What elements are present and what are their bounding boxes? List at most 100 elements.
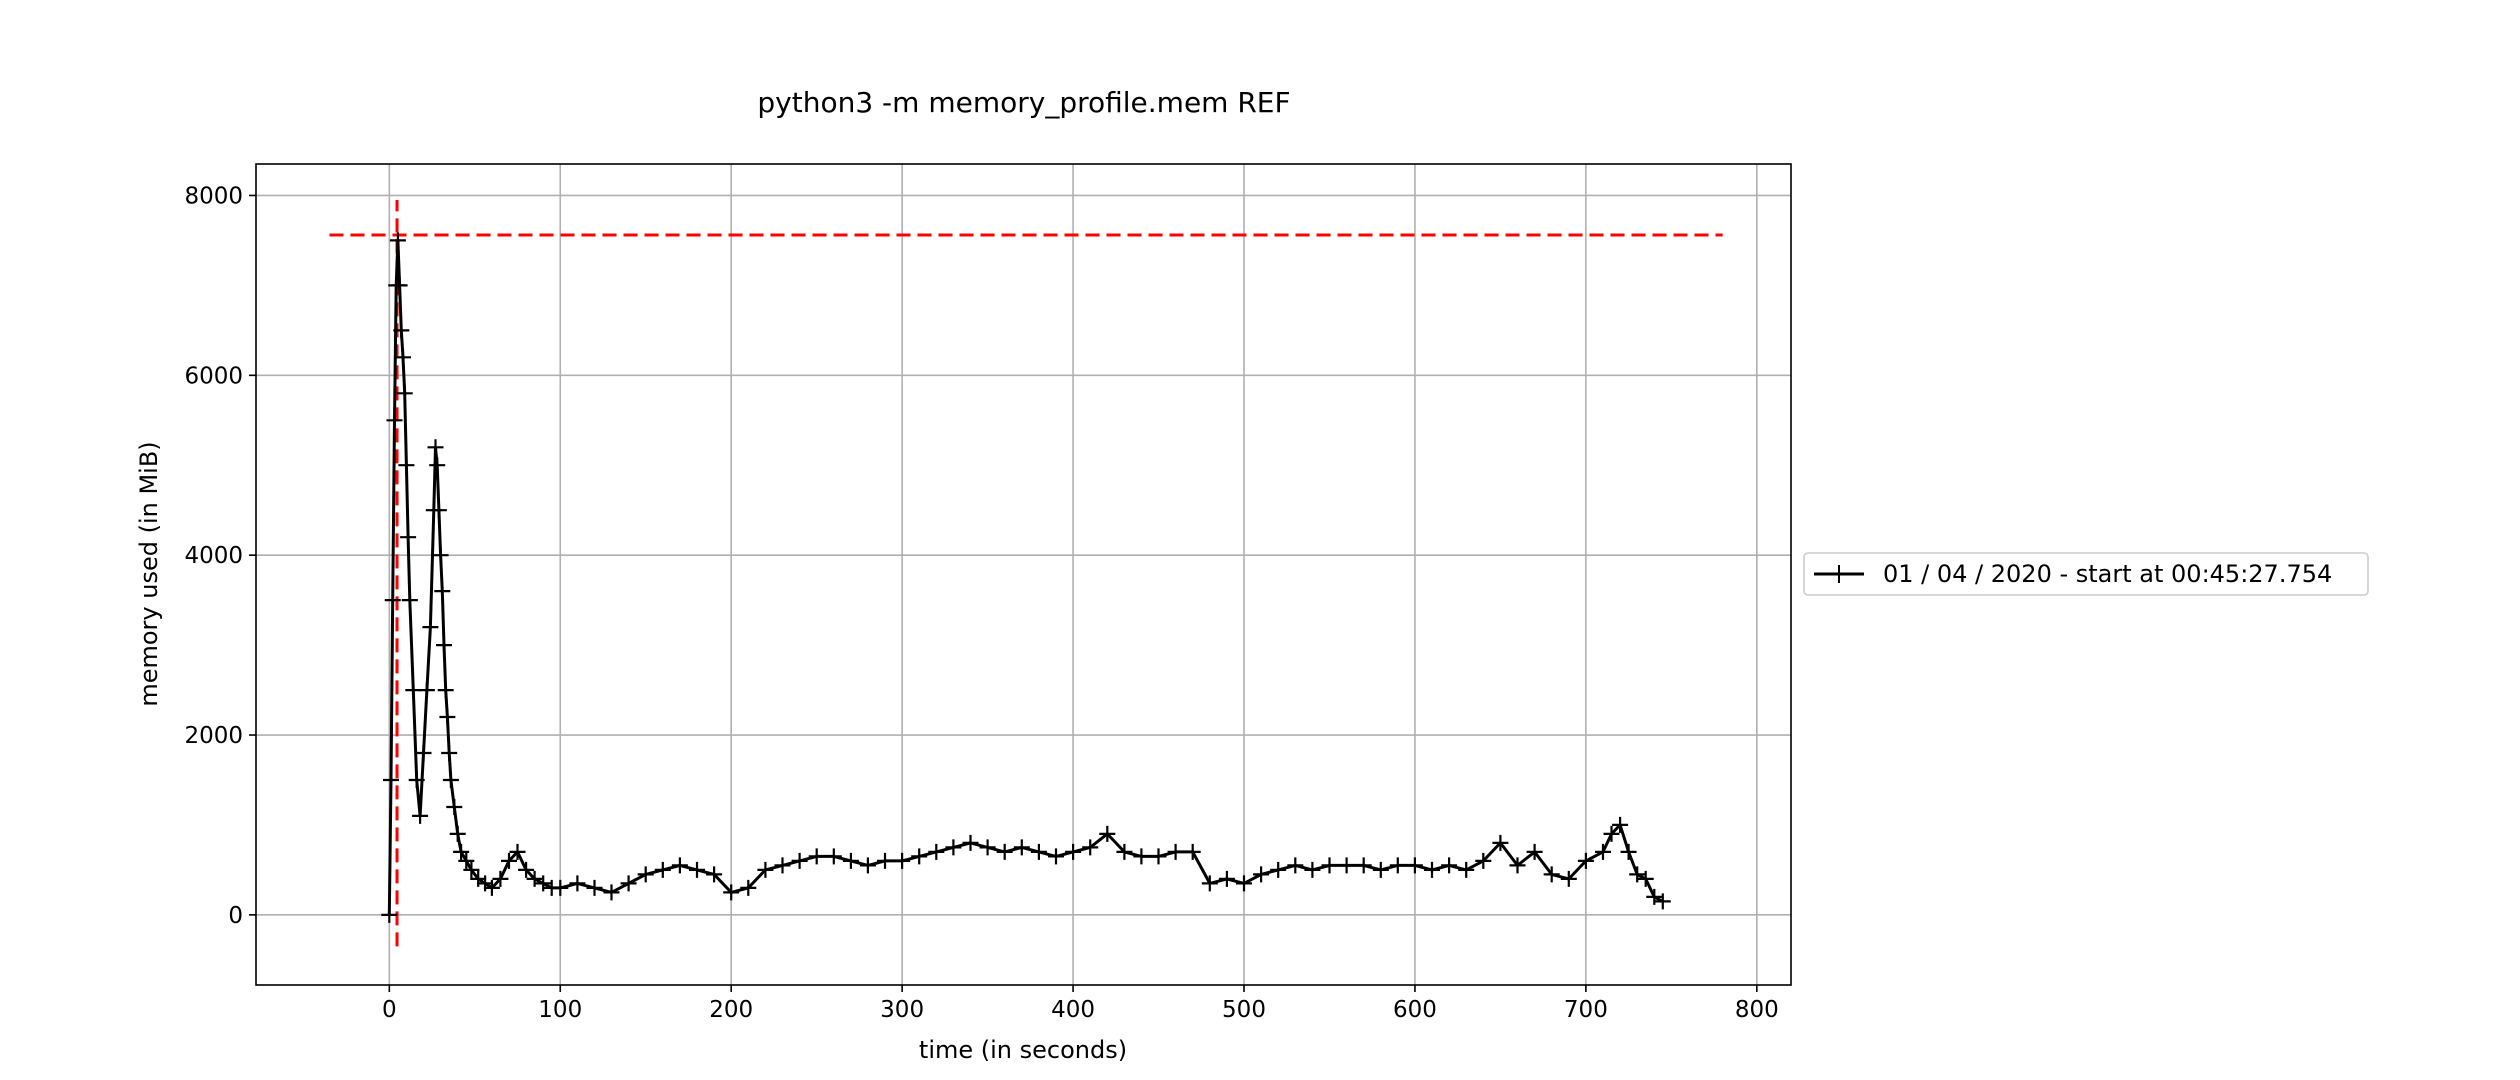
- data-point-marker: [945, 839, 962, 856]
- y-axis-ticks: 0 2000 4000 6000 8000: [184, 183, 256, 929]
- data-point-marker: [526, 870, 543, 887]
- data-point-marker: [458, 852, 475, 869]
- data-point-marker: [391, 277, 408, 294]
- data-point-marker: [384, 592, 401, 609]
- data-point-marker: [552, 879, 569, 896]
- data-point-marker: [706, 866, 723, 883]
- data-point-marker: [1099, 825, 1116, 842]
- data-point-marker: [446, 799, 463, 815]
- data-point-marker: [740, 879, 757, 896]
- data-point-marker: [791, 852, 808, 869]
- x-tick-label: 100: [538, 997, 582, 1023]
- data-point-marker: [825, 848, 842, 865]
- data-point-marker: [1620, 843, 1637, 860]
- data-point-marker: [1321, 857, 1338, 874]
- data-point-marker: [449, 825, 466, 842]
- data-point-marker: [962, 834, 979, 851]
- data-point-marker: [1475, 852, 1492, 869]
- data-point-marker: [1543, 866, 1560, 883]
- data-point-marker: [1560, 870, 1577, 887]
- data-point-marker: [1013, 839, 1030, 856]
- data-point-marker: [1270, 861, 1287, 878]
- y-tick-label: 6000: [184, 363, 243, 389]
- data-point-marker: [1577, 852, 1594, 869]
- data-point-marker: [383, 772, 399, 788]
- x-tick-label: 600: [1393, 997, 1437, 1023]
- x-tick-label: 700: [1564, 997, 1608, 1023]
- data-point-marker: [429, 457, 446, 474]
- data-point-marker: [671, 857, 688, 874]
- legend-plus-marker-icon: [1830, 565, 1848, 583]
- data-point-marker: [637, 866, 654, 883]
- data-point-marker: [1612, 816, 1629, 833]
- plot-area: [255, 163, 1792, 986]
- data-point-marker: [1048, 848, 1064, 865]
- data-point-marker: [386, 412, 403, 429]
- data-point-marker: [432, 547, 449, 564]
- data-point-marker: [396, 385, 413, 402]
- data-point-marker: [492, 870, 509, 887]
- data-point-marker: [911, 848, 928, 865]
- data-point-marker: [1082, 839, 1099, 856]
- data-point-marker: [996, 843, 1013, 860]
- data-point-marker: [1355, 857, 1372, 874]
- data-point-marker: [1654, 893, 1671, 910]
- data-point-marker: [654, 861, 671, 878]
- y-tick-label: 8000: [184, 183, 243, 209]
- data-point-marker: [422, 619, 439, 636]
- data-point-marker: [434, 583, 451, 600]
- data-point-marker: [398, 457, 415, 474]
- data-point-marker: [1236, 875, 1252, 892]
- data-point-marker: [1167, 843, 1184, 860]
- data-point-marker: [518, 861, 535, 878]
- x-axis-title: time (in seconds): [919, 1036, 1127, 1064]
- data-point-marker: [1287, 857, 1304, 874]
- data-point-marker: [393, 322, 410, 339]
- data-point-marker: [774, 857, 791, 874]
- data-point-marker: [894, 852, 911, 869]
- data-point-marker: [689, 861, 705, 878]
- data-point-marker: [1184, 843, 1201, 860]
- data-point-marker: [430, 502, 447, 519]
- data-point-marker: [509, 843, 526, 860]
- x-tick-label: 0: [382, 997, 397, 1023]
- data-point-marker: [1201, 875, 1218, 892]
- data-point-marker: [808, 848, 825, 865]
- data-point-marker: [442, 772, 459, 788]
- data-point-marker: [1372, 861, 1389, 878]
- data-point-marker: [412, 807, 429, 824]
- data-point-marker: [1406, 857, 1423, 874]
- data-point-marker: [1458, 861, 1475, 878]
- series-layer: [381, 232, 1671, 923]
- data-point-marker: [401, 592, 418, 609]
- data-point-marker: [418, 682, 435, 699]
- data-point-marker: [453, 843, 470, 860]
- data-point-marker: [389, 232, 406, 249]
- data-point-marker: [1338, 857, 1355, 874]
- plot-background: [256, 164, 1791, 985]
- data-point-marker: [1595, 843, 1611, 860]
- data-point-marker: [1492, 834, 1509, 851]
- data-point-marker: [859, 857, 876, 874]
- data-point-marker: [535, 875, 552, 892]
- x-axis-ticks: 0 100 200 300 400 500 600 700 800: [382, 985, 1779, 1023]
- data-point-marker: [1116, 843, 1133, 860]
- data-point-marker: [1065, 843, 1082, 860]
- data-point-marker: [928, 843, 945, 860]
- data-point-marker: [1603, 825, 1620, 842]
- data-point-marker: [1133, 848, 1150, 865]
- data-point-marker: [1629, 866, 1646, 883]
- x-tick-label: 400: [1051, 997, 1095, 1023]
- data-point-marker: [405, 682, 422, 699]
- y-axis-title: memory used (in MiB): [135, 441, 163, 706]
- data-point-marker: [1253, 866, 1270, 883]
- data-point-marker: [437, 682, 454, 699]
- data-point-marker: [979, 839, 996, 856]
- data-point-marker: [723, 884, 740, 901]
- data-point-marker: [620, 875, 637, 892]
- x-tick-label: 500: [1222, 997, 1266, 1023]
- data-point-marker: [483, 879, 500, 896]
- legend-frame: [1803, 552, 2369, 596]
- y-tick-label: 0: [228, 903, 243, 929]
